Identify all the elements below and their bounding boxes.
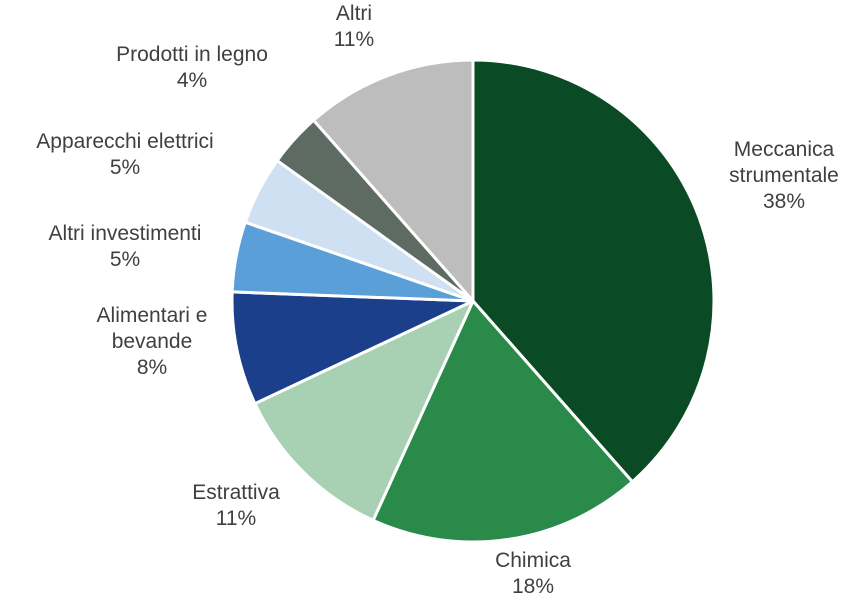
pie-value-label: 5% xyxy=(110,248,140,271)
pie-label-5: Altri investimenti 5% xyxy=(49,222,202,271)
pie-category-label: Apparecchi elettrici xyxy=(36,130,213,153)
pie-category-label: Meccanica xyxy=(734,138,835,161)
pie-label-3: Estrattiva 11% xyxy=(192,481,280,530)
pie-category-label: bevande xyxy=(112,330,193,353)
pie-value-label: 11% xyxy=(216,507,256,530)
pie-label-1: Meccanica strumentale 38% xyxy=(729,138,839,213)
pie-label-6: Apparecchi elettrici 5% xyxy=(36,130,213,179)
pie-value-label: 5% xyxy=(110,156,140,179)
pie-category-label: Prodotti in legno xyxy=(116,43,268,66)
pie-value-label: 38% xyxy=(763,190,805,213)
pie-category-label: Altri investimenti xyxy=(49,222,202,245)
pie-label-7: Prodotti in legno 4% xyxy=(116,43,268,92)
pie-slice-1 xyxy=(471,58,716,484)
pie-slice-8 xyxy=(312,58,475,303)
pie-slice-3 xyxy=(253,299,475,522)
pie-category-label: strumentale xyxy=(729,164,839,187)
pie-category-label: Alimentari e xyxy=(97,304,208,327)
pie-label-4: Alimentari e bevande 8% xyxy=(97,304,208,379)
pie-category-label: Estrattiva xyxy=(192,481,280,504)
pie-value-label: 8% xyxy=(137,356,167,379)
pie-label-8: Altri 11% xyxy=(334,2,374,51)
pie-value-label: 11% xyxy=(334,28,374,51)
pie-value-label: 18% xyxy=(512,575,554,598)
pie-slice-2 xyxy=(371,299,634,544)
pie-category-label: Altri xyxy=(336,2,372,25)
pie-value-label: 4% xyxy=(177,69,207,92)
pie-category-label: Chimica xyxy=(495,549,571,572)
pie-labels: Meccanica strumentale 38% Chimica 18% Estratt… xyxy=(36,2,839,598)
pie-label-2: Chimica 18% xyxy=(495,549,571,598)
pie-slices xyxy=(230,58,716,544)
pie-slice-4 xyxy=(230,290,475,406)
